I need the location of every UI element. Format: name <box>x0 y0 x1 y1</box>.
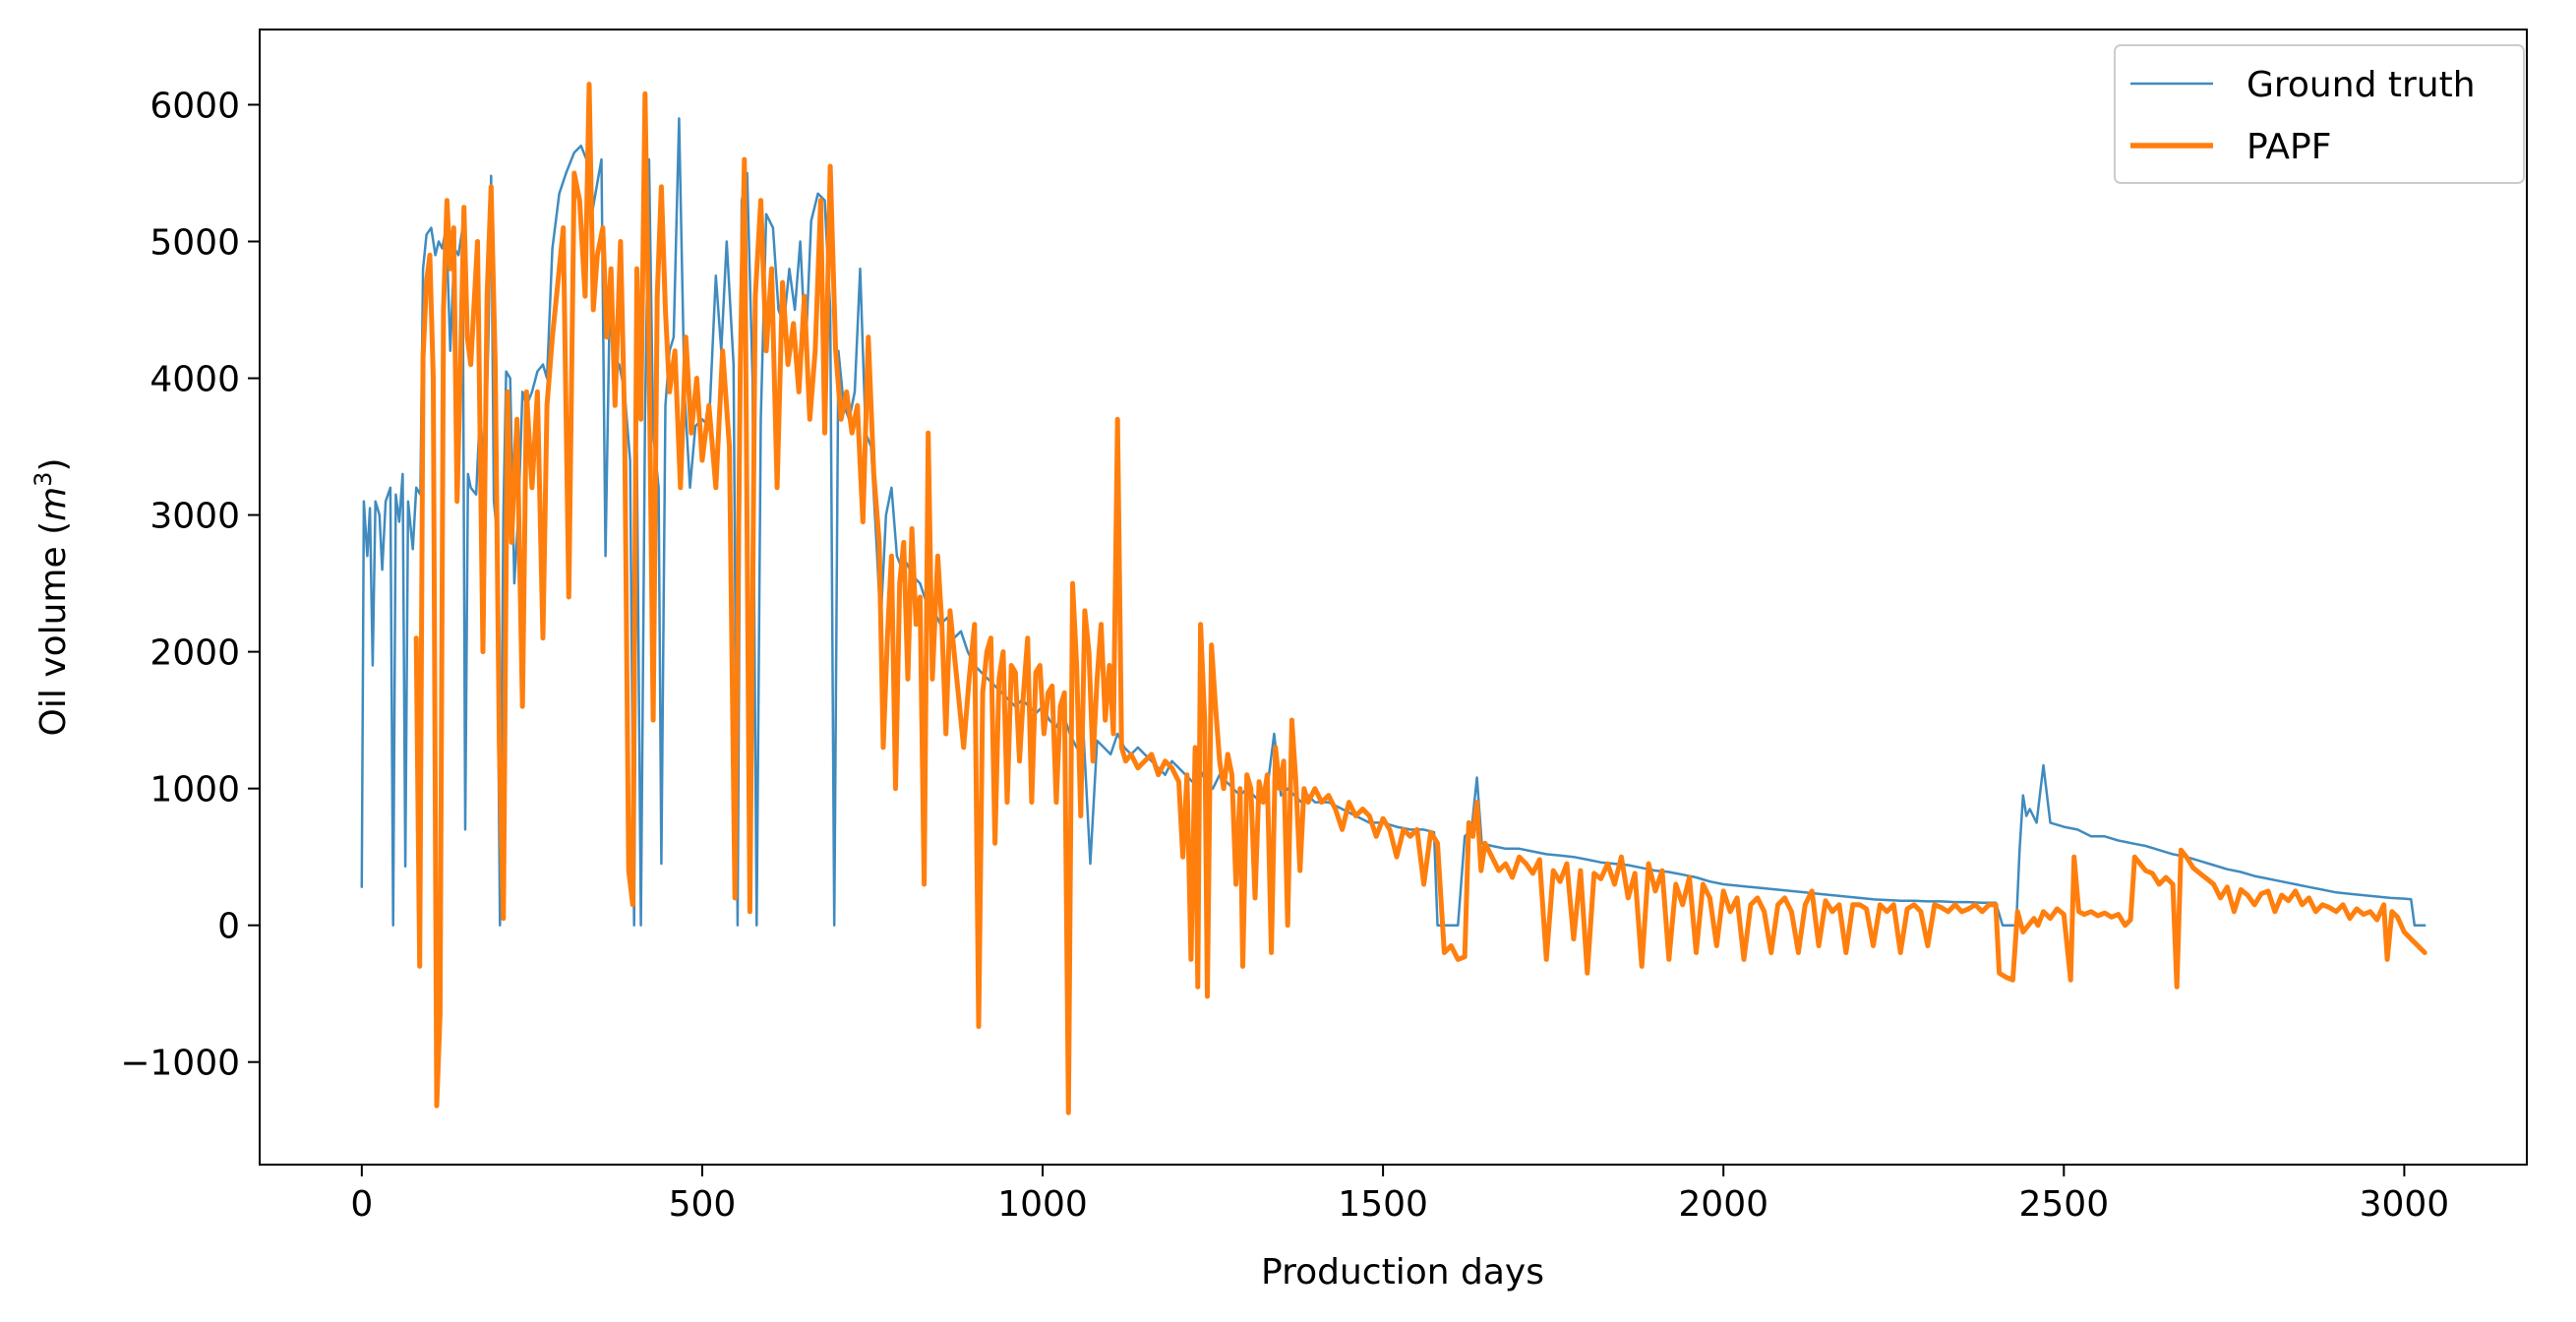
y-axis-label-text: Oil volume ( <box>33 521 74 737</box>
y-tick-label: −1000 <box>120 1044 240 1084</box>
legend-box <box>2114 44 2525 184</box>
y-axis-label-superscript: 3 <box>30 472 57 487</box>
x-tick-label: 0 <box>350 1184 373 1225</box>
y-axis-label-close: ) <box>33 457 74 471</box>
y-tick-label: 0 <box>217 907 240 947</box>
x-tick-label: 2000 <box>1678 1184 1768 1225</box>
legend: Ground truth PAPF <box>2114 44 2525 184</box>
x-axis-label: Production days <box>1261 1252 1544 1292</box>
series-layer <box>360 82 2427 1115</box>
y-tick-label: 1000 <box>150 770 240 811</box>
axes-frame <box>259 29 2528 1166</box>
y-axis-ticks: −1000 0 1000 2000 3000 4000 5000 6000 <box>120 86 260 1084</box>
x-tick-label: 2500 <box>2018 1184 2109 1225</box>
y-tick-label: 6000 <box>150 86 240 126</box>
x-axis-ticks: 0 500 1000 1500 2000 2500 3000 <box>350 1165 2449 1225</box>
y-axis-label-unit: m <box>33 487 74 521</box>
y-tick-label: 4000 <box>150 360 240 400</box>
y-tick-label: 3000 <box>150 497 240 537</box>
x-tick-label: 1000 <box>997 1184 1088 1225</box>
y-tick-label: 5000 <box>150 223 240 264</box>
x-tick-label: 1500 <box>1338 1184 1428 1225</box>
y-axis-label: Oil volume (m3) <box>30 457 74 736</box>
x-tick-label: 500 <box>669 1184 737 1225</box>
legend-label-papf: PAPF <box>2247 127 2331 167</box>
y-tick-label: 2000 <box>150 633 240 674</box>
series-line-papf <box>413 82 2427 1115</box>
legend-label-ground-truth: Ground truth <box>2247 65 2476 105</box>
x-tick-label: 3000 <box>2360 1184 2450 1225</box>
plot-area <box>260 30 2527 1165</box>
